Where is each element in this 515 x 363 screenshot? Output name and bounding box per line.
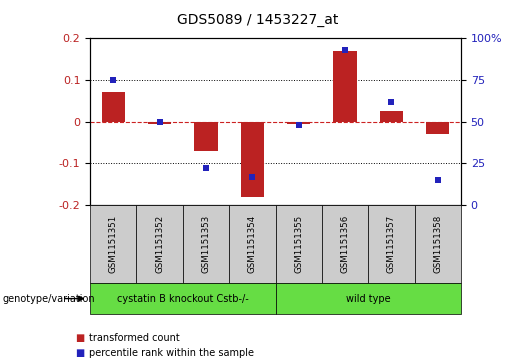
Text: GSM1151352: GSM1151352 xyxy=(155,215,164,273)
Bar xyxy=(426,122,449,134)
Bar xyxy=(194,122,217,151)
Text: GSM1151354: GSM1151354 xyxy=(248,215,257,273)
Text: GSM1151351: GSM1151351 xyxy=(109,215,118,273)
Text: GSM1151355: GSM1151355 xyxy=(294,215,303,273)
Point xyxy=(109,77,117,83)
Text: GSM1151353: GSM1151353 xyxy=(201,215,211,273)
Bar xyxy=(241,122,264,197)
Point xyxy=(387,99,396,105)
Text: ■: ■ xyxy=(75,333,84,343)
Text: wild type: wild type xyxy=(346,294,390,303)
Text: percentile rank within the sample: percentile rank within the sample xyxy=(89,348,254,358)
Bar xyxy=(334,51,356,122)
Bar xyxy=(148,122,171,124)
Point xyxy=(156,119,164,125)
Point xyxy=(248,174,256,180)
Point xyxy=(341,47,349,53)
Text: transformed count: transformed count xyxy=(89,333,180,343)
Text: GSM1151358: GSM1151358 xyxy=(433,215,442,273)
Point xyxy=(295,122,303,128)
Point xyxy=(202,166,210,171)
Bar xyxy=(380,111,403,122)
Text: genotype/variation: genotype/variation xyxy=(3,294,95,303)
Text: GDS5089 / 1453227_at: GDS5089 / 1453227_at xyxy=(177,13,338,27)
Text: GSM1151357: GSM1151357 xyxy=(387,215,396,273)
Text: ■: ■ xyxy=(75,348,84,358)
Text: GSM1151356: GSM1151356 xyxy=(340,215,350,273)
Bar xyxy=(287,122,310,124)
Point xyxy=(434,177,442,183)
Bar xyxy=(101,93,125,122)
Text: cystatin B knockout Cstb-/-: cystatin B knockout Cstb-/- xyxy=(117,294,249,303)
